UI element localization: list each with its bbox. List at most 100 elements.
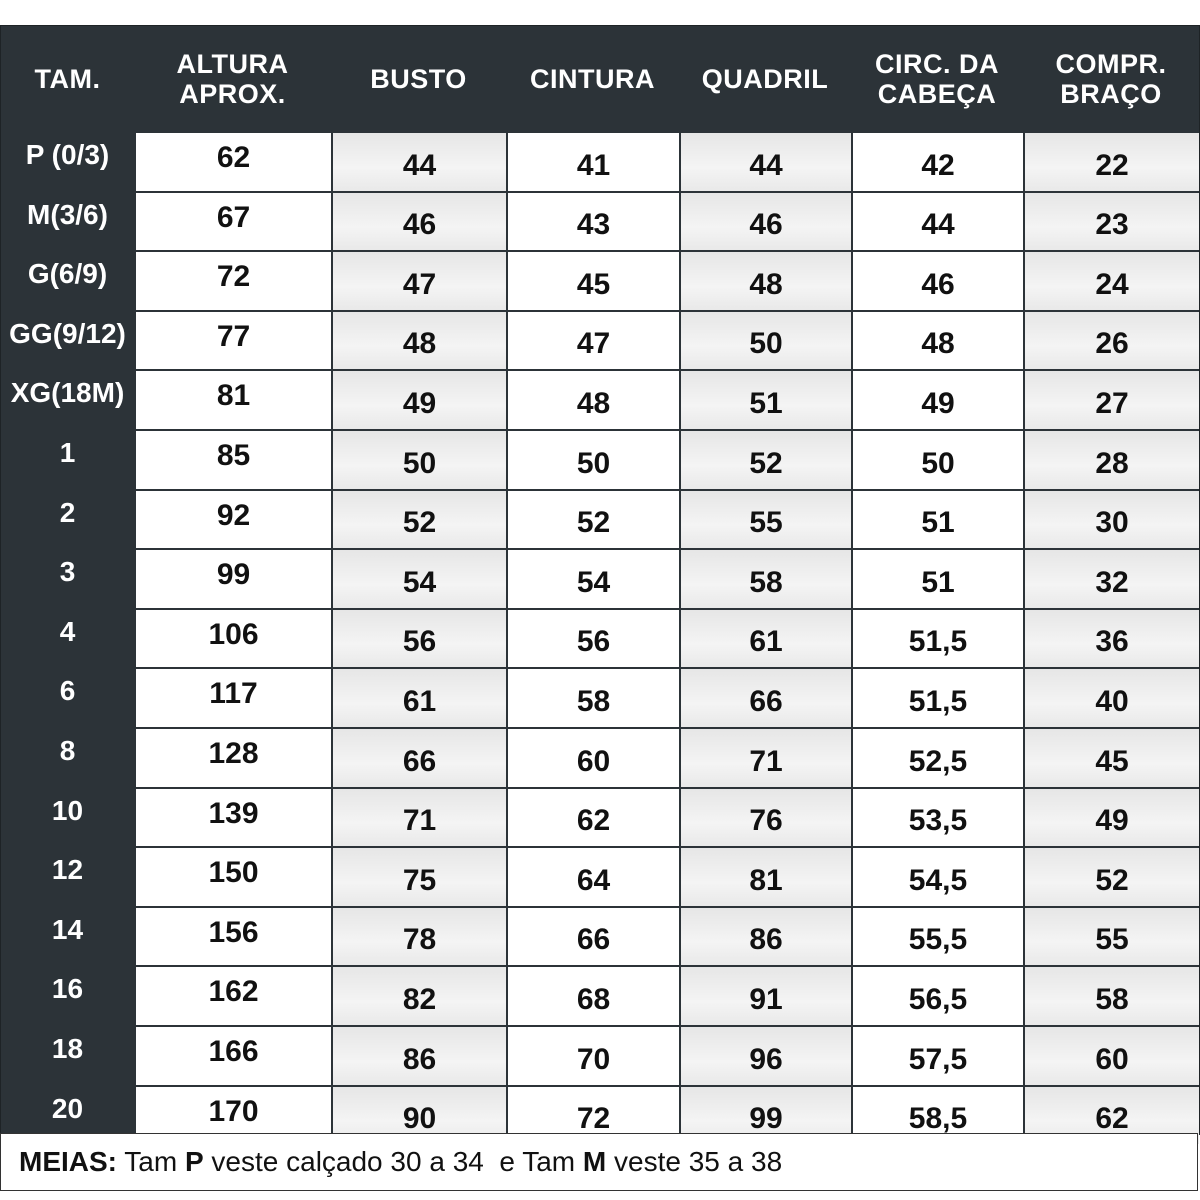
cell-quadril: 71 — [679, 727, 851, 787]
cell-quadril: 58 — [679, 548, 851, 608]
header-circ-cabeca: CIRC. DA CABEÇA — [875, 48, 999, 109]
table-row: 12 150 75 64 81 54,5 52 — [1, 846, 1199, 906]
table-row: 16 162 82 68 91 56,5 58 — [1, 965, 1199, 1025]
cell-busto: 50 — [331, 429, 506, 489]
cell-quadril: 66 — [679, 667, 851, 727]
cell-cintura: 56 — [506, 607, 679, 668]
cell-cintura: 60 — [506, 727, 679, 787]
cell-busto: 48 — [331, 309, 506, 370]
size-label: 3 — [59, 556, 76, 588]
cell-altura: 156 — [134, 905, 331, 966]
header-quadril: QUADRIL — [701, 63, 829, 94]
cell-compr-braco: 40 — [1023, 667, 1199, 727]
size-label: 18 — [51, 1033, 84, 1064]
size-label: 10 — [51, 794, 84, 826]
cell-compr-braco: 55 — [1023, 905, 1199, 966]
cell-quadril: 50 — [679, 309, 851, 370]
cell-quadril: 52 — [679, 429, 851, 489]
cell-compr-braco: 24 — [1023, 250, 1199, 310]
cell-compr-braco: 32 — [1023, 548, 1199, 608]
note-text: veste calçado 30 a 34 e Tam — [203, 1146, 583, 1177]
cell-circ-cabeca: 44 — [851, 190, 1023, 251]
cell-altura: 77 — [134, 309, 331, 370]
note-text: Tam — [117, 1146, 185, 1177]
table-row: 6 117 61 58 66 51,5 40 — [1, 667, 1199, 727]
cell-cintura: 50 — [506, 429, 679, 489]
table-row: 8 128 66 60 71 52,5 45 — [1, 727, 1199, 787]
cell-cintura: 58 — [506, 667, 679, 727]
cell-busto: 66 — [331, 727, 506, 787]
cell-compr-braco: 60 — [1023, 1025, 1199, 1085]
table-row: G(6/9) 72 47 45 48 46 24 — [1, 250, 1199, 310]
header-busto: BUSTO — [370, 63, 467, 94]
size-label: 16 — [51, 973, 84, 1005]
cell-compr-braco: 30 — [1023, 488, 1199, 549]
cell-circ-cabeca: 50 — [851, 429, 1023, 489]
size-label: GG(9/12) — [9, 317, 126, 349]
cell-altura: 128 — [134, 727, 331, 787]
size-label: 1 — [59, 437, 76, 468]
cell-busto: 86 — [331, 1025, 506, 1085]
size-label: 6 — [59, 675, 76, 707]
cell-circ-cabeca: 46 — [851, 250, 1023, 310]
cell-cintura: 54 — [506, 548, 679, 608]
cell-altura: 81 — [134, 369, 331, 429]
size-label: 14 — [51, 913, 84, 945]
cell-quadril: 44 — [679, 131, 851, 191]
note-text: veste 35 a 38 — [606, 1146, 783, 1177]
cell-circ-cabeca: 49 — [851, 369, 1023, 429]
cell-quadril: 96 — [679, 1025, 851, 1085]
cell-circ-cabeca: 42 — [851, 131, 1023, 191]
cell-quadril: 51 — [679, 369, 851, 429]
cell-circ-cabeca: 53,5 — [851, 786, 1023, 847]
table-row: 4 106 56 56 61 51,5 36 — [1, 607, 1199, 668]
cell-cintura: 52 — [506, 488, 679, 549]
cell-altura: 85 — [134, 429, 331, 489]
cell-circ-cabeca: 52,5 — [851, 727, 1023, 787]
cell-quadril: 76 — [679, 786, 851, 847]
header-cintura: CINTURA — [530, 63, 655, 94]
cell-compr-braco: 27 — [1023, 369, 1199, 429]
cell-altura: 62 — [134, 131, 331, 191]
note-size-p: P — [184, 1146, 204, 1177]
table-row: P (0/3) 62 44 41 44 42 22 — [1, 131, 1199, 191]
cell-busto: 82 — [331, 965, 506, 1025]
cell-altura: 92 — [134, 488, 331, 549]
cell-quadril: 46 — [679, 190, 851, 251]
cell-quadril: 86 — [679, 905, 851, 966]
table-row: 10 139 71 62 76 53,5 49 — [1, 786, 1199, 847]
size-label: P (0/3) — [25, 139, 110, 170]
size-label: 20 — [51, 1092, 84, 1124]
cell-cintura: 68 — [506, 965, 679, 1025]
cell-altura: 67 — [134, 190, 331, 251]
table-row: XG(18M) 81 49 48 51 49 27 — [1, 369, 1199, 429]
size-label: XG(18M) — [10, 377, 125, 409]
cell-circ-cabeca: 56,5 — [851, 965, 1023, 1025]
header-altura: ALTURA APROX. — [176, 48, 289, 109]
cell-cintura: 70 — [506, 1025, 679, 1085]
cell-circ-cabeca: 51,5 — [851, 667, 1023, 727]
cell-compr-braco: 22 — [1023, 131, 1199, 191]
cell-altura: 166 — [134, 1025, 331, 1085]
cell-cintura: 45 — [506, 250, 679, 310]
size-label: 12 — [51, 854, 84, 886]
cell-quadril: 61 — [679, 607, 851, 668]
cell-altura: 99 — [134, 548, 331, 608]
cell-circ-cabeca: 51 — [851, 548, 1023, 608]
cell-busto: 46 — [331, 190, 506, 251]
cell-compr-braco: 45 — [1023, 727, 1199, 787]
cell-circ-cabeca: 48 — [851, 309, 1023, 370]
cell-quadril: 55 — [679, 488, 851, 549]
size-label: G(6/9) — [27, 258, 108, 290]
cell-busto: 47 — [331, 250, 506, 310]
cell-altura: 106 — [134, 607, 331, 668]
header-row: TAM. ALTURA APROX. BUSTO CINTURA QUADRIL CIRC… — [1, 26, 1199, 131]
size-label: 2 — [59, 496, 76, 528]
cell-busto: 54 — [331, 548, 506, 608]
cell-circ-cabeca: 54,5 — [851, 846, 1023, 906]
cell-circ-cabeca: 51,5 — [851, 607, 1023, 668]
cell-cintura: 62 — [506, 786, 679, 847]
cell-cintura: 64 — [506, 846, 679, 906]
cell-altura: 150 — [134, 846, 331, 906]
header-compr-braco: COMPR. BRAÇO — [1055, 48, 1167, 109]
